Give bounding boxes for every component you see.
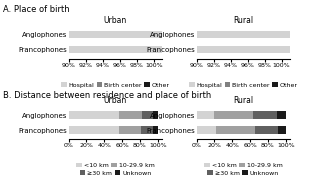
Text: B. Distance between residence and place of birth: B. Distance between residence and place … [3, 92, 211, 100]
Bar [69, 126, 119, 134]
Bar [197, 46, 312, 53]
Bar [141, 126, 153, 134]
Legend: Hospital, Birth center, Other: Hospital, Birth center, Other [59, 80, 172, 90]
Text: A. Place of birth: A. Place of birth [3, 5, 70, 14]
Bar [214, 111, 253, 119]
Bar [216, 126, 256, 134]
Bar [69, 31, 312, 38]
Bar [119, 126, 141, 134]
Legend: ≥30 km, Unknown: ≥30 km, Unknown [205, 168, 282, 178]
Bar [277, 111, 286, 119]
Bar [197, 126, 216, 134]
Bar [197, 111, 214, 119]
Bar [69, 111, 119, 119]
Bar [142, 111, 153, 119]
Title: Urban: Urban [104, 96, 127, 105]
Bar [69, 46, 312, 53]
Legend: ≥30 km, Unknown: ≥30 km, Unknown [77, 168, 154, 178]
Legend: Hospital, Birth center, Other: Hospital, Birth center, Other [187, 80, 300, 90]
Bar [256, 126, 278, 134]
Title: Urban: Urban [104, 16, 127, 25]
Bar [153, 111, 158, 119]
Bar [119, 111, 142, 119]
Bar [278, 126, 286, 134]
Bar [253, 111, 277, 119]
Bar [197, 31, 312, 38]
Title: Rural: Rural [233, 96, 253, 105]
Title: Rural: Rural [233, 16, 253, 25]
Bar [153, 126, 158, 134]
